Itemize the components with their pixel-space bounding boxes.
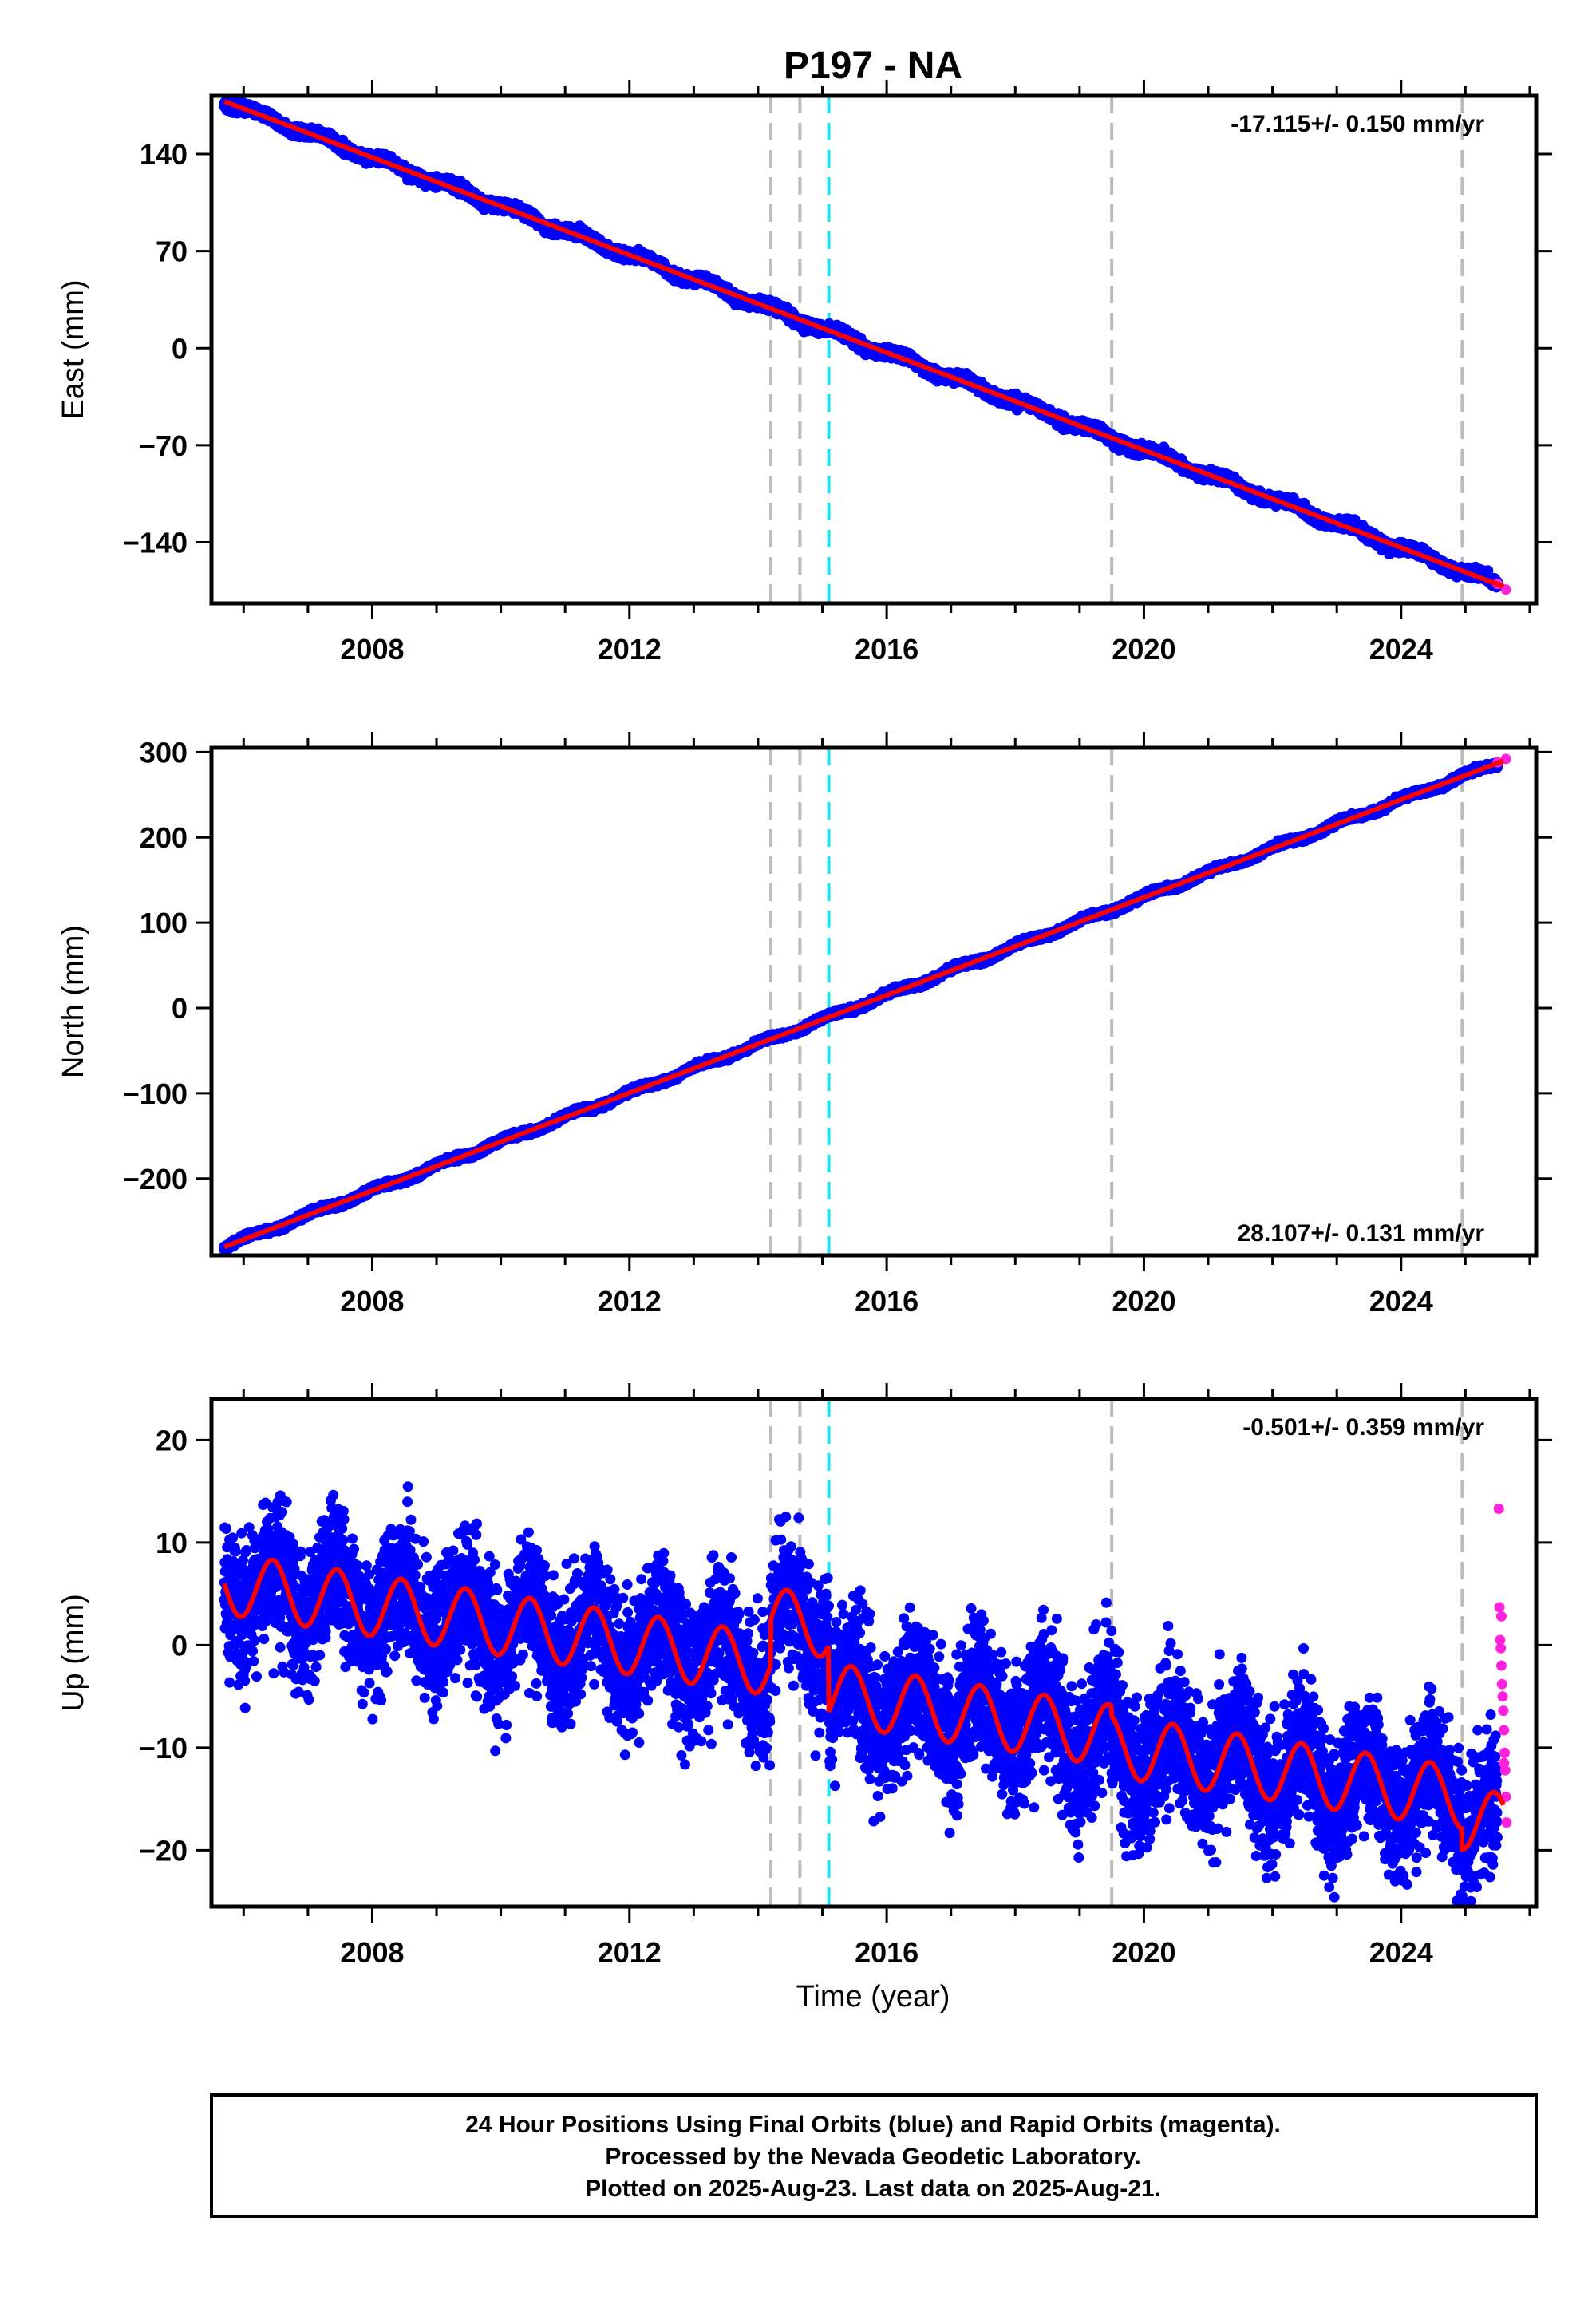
rapid-orbit-point bbox=[1498, 1691, 1508, 1701]
y-tick-label: −70 bbox=[139, 429, 188, 462]
y-tick-label: −140 bbox=[123, 527, 188, 559]
rapid-orbit-point bbox=[1496, 1611, 1507, 1622]
x-tick-label: 2012 bbox=[598, 1285, 662, 1318]
footer-line-2: Processed by the Nevada Geodetic Laborat… bbox=[605, 2144, 1140, 2170]
rapid-orbit-point bbox=[1495, 1643, 1506, 1654]
y-tick-label: 0 bbox=[172, 1629, 188, 1662]
rapid-orbit-point bbox=[1495, 1602, 1505, 1612]
footer-box: 24 Hour Positions Using Final Orbits (bl… bbox=[211, 2095, 1536, 2216]
y-tick-label: 300 bbox=[140, 736, 188, 769]
y-tick-label: 10 bbox=[156, 1527, 188, 1559]
rapid-orbit-point bbox=[1498, 1705, 1508, 1716]
y-tick-label: 100 bbox=[140, 907, 188, 939]
footer-line-3: Plotted on 2025-Aug-23. Last data on 202… bbox=[585, 2176, 1161, 2202]
x-tick-label: 2020 bbox=[1112, 1936, 1175, 1969]
x-tick-label: 2008 bbox=[340, 1285, 404, 1318]
rate-annotation: -0.501+/- 0.359 mm/yr bbox=[1242, 1414, 1484, 1441]
y-tick-label: 20 bbox=[156, 1424, 188, 1456]
chart-title: P197 - NA bbox=[784, 45, 962, 87]
y-tick-label: 0 bbox=[172, 992, 188, 1025]
y-tick-label: −100 bbox=[123, 1077, 188, 1110]
x-tick-label: 2024 bbox=[1369, 1936, 1433, 1969]
y-axis-label: North (mm) bbox=[57, 925, 90, 1078]
x-tick-label: 2008 bbox=[340, 633, 404, 666]
y-tick-label: 200 bbox=[140, 821, 188, 854]
y-tick-label: 0 bbox=[172, 332, 188, 365]
y-axis-label: Up (mm) bbox=[57, 1594, 90, 1712]
x-tick-label: 2024 bbox=[1369, 633, 1433, 666]
x-tick-label: 2016 bbox=[855, 633, 918, 666]
y-tick-label: −200 bbox=[123, 1163, 188, 1196]
x-tick-label: 2012 bbox=[598, 1936, 662, 1969]
y-tick-label: 70 bbox=[156, 235, 188, 268]
y-tick-label: 140 bbox=[140, 138, 188, 171]
rapid-orbit-point bbox=[1499, 1758, 1509, 1769]
footer-line-1: 24 Hour Positions Using Final Orbits (bl… bbox=[465, 2112, 1281, 2138]
y-tick-label: −20 bbox=[139, 1834, 188, 1867]
x-tick-label: 2008 bbox=[340, 1936, 404, 1969]
rapid-orbit-point bbox=[1499, 1725, 1509, 1736]
rapid-orbit-point bbox=[1496, 1661, 1507, 1671]
rate-annotation: -17.115+/- 0.150 mm/yr bbox=[1231, 111, 1484, 137]
rapid-orbit-point bbox=[1494, 1504, 1504, 1514]
y-axis-label: East (mm) bbox=[57, 279, 90, 419]
rate-annotation: 28.107+/- 0.131 mm/yr bbox=[1238, 1220, 1485, 1247]
y-tick-label: −10 bbox=[139, 1732, 188, 1765]
rapid-orbit-point bbox=[1501, 1817, 1511, 1828]
x-tick-label: 2012 bbox=[598, 633, 662, 666]
rapid-orbit-point bbox=[1499, 1748, 1510, 1758]
x-tick-label: 2016 bbox=[855, 1936, 918, 1969]
x-tick-label: 2020 bbox=[1112, 633, 1175, 666]
x-tick-label: 2016 bbox=[855, 1285, 918, 1318]
x-axis-label: Time (year) bbox=[796, 1980, 950, 2014]
rapid-orbit-point bbox=[1497, 1679, 1507, 1690]
x-tick-label: 2020 bbox=[1112, 1285, 1175, 1318]
x-tick-label: 2024 bbox=[1369, 1285, 1433, 1318]
